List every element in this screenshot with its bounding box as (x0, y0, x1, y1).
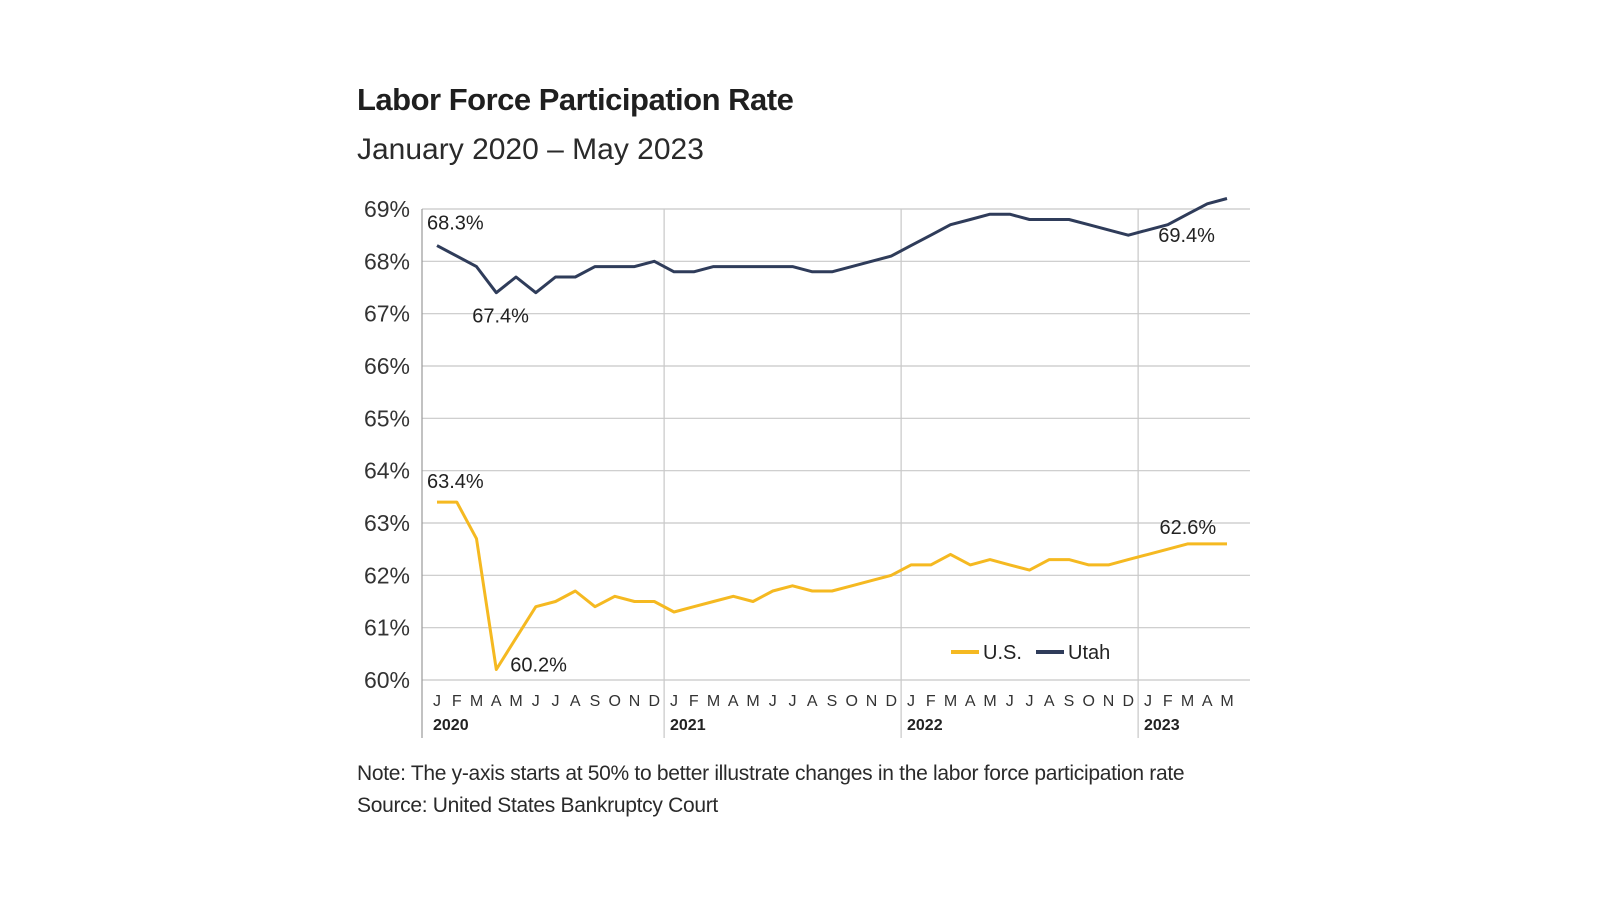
x-month-label: F (452, 693, 462, 710)
x-month-label: M (944, 693, 957, 710)
x-month-label: D (885, 693, 897, 710)
x-month-label: A (491, 693, 502, 710)
y-tick-label: 62% (364, 562, 410, 588)
x-month-label: N (1103, 693, 1115, 710)
x-month-label: J (532, 693, 540, 710)
chart-note: Note: The y-axis starts at 50% to better… (357, 762, 1185, 785)
x-month-label: J (670, 693, 678, 710)
data-label: 67.4% (472, 306, 529, 328)
data-label: 69.4% (1158, 225, 1215, 247)
x-month-label: O (609, 693, 621, 710)
x-year-label: 2023 (1144, 717, 1180, 734)
chart-title: Labor Force Participation Rate (357, 82, 794, 117)
x-month-label: M (1220, 693, 1233, 710)
x-month-label: M (707, 693, 720, 710)
legend-label: U.S. (983, 642, 1022, 664)
x-month-label: M (509, 693, 522, 710)
legend-label: Utah (1068, 642, 1110, 664)
y-tick-label: 66% (364, 353, 410, 379)
x-month-label: J (1026, 693, 1034, 710)
x-year-label: 2022 (907, 717, 943, 734)
x-month-label: A (1202, 693, 1213, 710)
x-month-label: O (846, 693, 858, 710)
x-month-label: F (1163, 693, 1173, 710)
x-month-label: A (1044, 693, 1055, 710)
x-year-label: 2021 (670, 717, 706, 734)
x-month-label: J (907, 693, 915, 710)
x-month-label: F (689, 693, 699, 710)
y-tick-label: 64% (364, 458, 410, 484)
x-month-label: O (1083, 693, 1095, 710)
chart-source: Source: United States Bankruptcy Court (357, 794, 718, 817)
y-tick-label: 65% (364, 405, 410, 431)
x-year-label: 2020 (433, 717, 469, 734)
y-tick-label: 61% (364, 615, 410, 641)
x-month-label: J (789, 693, 797, 710)
x-month-label: M (1181, 693, 1194, 710)
x-month-label: F (926, 693, 936, 710)
x-month-label: M (470, 693, 483, 710)
x-month-label: A (807, 693, 818, 710)
data-label: 62.6% (1160, 517, 1217, 539)
x-month-label: S (590, 693, 601, 710)
data-label: 60.2% (510, 655, 567, 677)
x-month-label: M (983, 693, 996, 710)
y-tick-label: 60% (364, 667, 410, 693)
y-tick-label: 69% (364, 196, 410, 222)
x-month-label: J (433, 693, 441, 710)
chart-subtitle: January 2020 – May 2023 (357, 133, 704, 166)
x-month-label: N (629, 693, 641, 710)
x-month-label: N (866, 693, 878, 710)
x-month-label: J (552, 693, 560, 710)
x-month-label: S (1064, 693, 1075, 710)
y-tick-label: 68% (364, 248, 410, 274)
data-label: 63.4% (427, 471, 484, 493)
x-month-label: J (1144, 693, 1152, 710)
x-month-label: A (570, 693, 581, 710)
x-month-label: A (728, 693, 739, 710)
x-month-label: J (1006, 693, 1014, 710)
data-label: 68.3% (427, 213, 484, 235)
series-line-us (437, 500, 1227, 671)
x-month-label: D (1122, 693, 1134, 710)
x-month-label: J (769, 693, 777, 710)
y-tick-label: 63% (364, 510, 410, 536)
x-month-label: D (648, 693, 660, 710)
x-month-label: A (965, 693, 976, 710)
series-line-utah (436, 197, 1228, 295)
x-month-label: S (827, 693, 838, 710)
x-month-label: M (746, 693, 759, 710)
y-tick-label: 67% (364, 301, 410, 327)
